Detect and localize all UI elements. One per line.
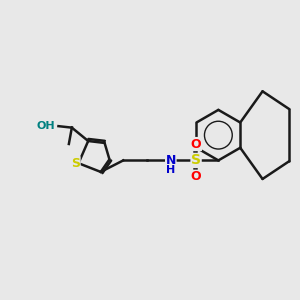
Text: S: S — [191, 153, 201, 167]
Text: H: H — [166, 165, 175, 175]
Text: N: N — [166, 154, 176, 167]
Text: O: O — [191, 138, 201, 151]
Text: O: O — [191, 170, 201, 183]
Text: OH: OH — [37, 121, 56, 131]
Text: S: S — [71, 157, 80, 170]
